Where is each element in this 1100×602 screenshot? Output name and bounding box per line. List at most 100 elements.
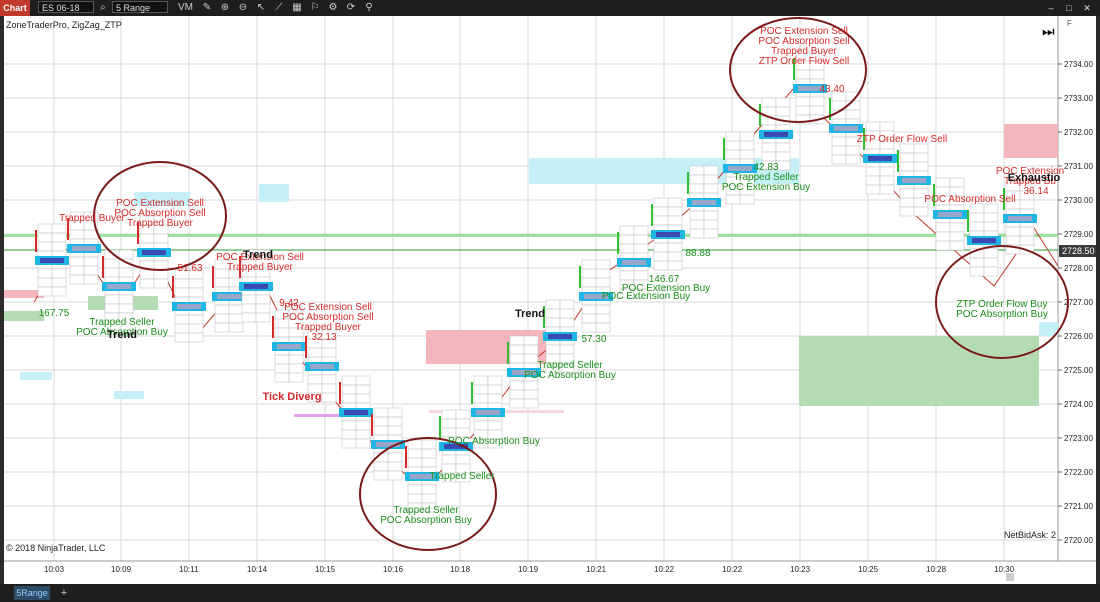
footprint-bar[interactable]	[967, 203, 1001, 277]
footprint-bar[interactable]	[305, 329, 339, 403]
signal-annotation-a3: POC Extension Sell	[216, 252, 304, 263]
chart-panel[interactable]: 2734.00 2733.00 2732.00 2731.00 2730.00 2729.…	[4, 16, 1096, 584]
refresh-icon[interactable]: ⟳	[346, 2, 356, 13]
zoom-in-icon[interactable]: ⊕	[220, 2, 230, 13]
highlight-circle	[93, 161, 227, 271]
signal-annotation-a6: ZTP Order Flow Sell	[857, 134, 947, 145]
title-bar: Chart ES 06-18 ⌕ 5 Range V... VM ✎ ⊕ ⊖ ↖…	[0, 0, 1100, 25]
signal-annotation-g9: ZTP Order Flow Buy	[957, 299, 1048, 310]
signal-annotation-g4: POC Absorption Buy	[448, 436, 540, 447]
footprint-bar[interactable]	[863, 121, 897, 195]
signal-annotation-a1: Trapped Buyer	[127, 218, 193, 229]
footprint-bar[interactable]	[102, 249, 136, 323]
footprint-bar[interactable]	[933, 177, 967, 251]
zoom-out-icon[interactable]: ⊖	[238, 2, 248, 13]
signal-annotation-g8: Trapped Seller	[733, 172, 799, 183]
signal-annotation-g1: Trapped Seller	[89, 317, 155, 328]
footprint-bar[interactable]	[405, 439, 439, 513]
search-icon[interactable]: ⌕	[100, 2, 106, 13]
minimize-icon[interactable]: –	[1048, 3, 1054, 13]
price-tick-label: 2730.00	[1064, 196, 1093, 205]
copyright-text: © 2018 NinjaTrader, LLC	[6, 543, 106, 553]
signal-annotation-a5: POC Extension Sell	[760, 26, 848, 37]
price-tick-label: 2725.00	[1064, 366, 1093, 375]
scrollbar-thumb[interactable]	[1006, 573, 1014, 581]
tab-5range[interactable]: 5Range	[14, 586, 50, 600]
footprint-bar[interactable]	[137, 215, 171, 289]
footprint-bar[interactable]	[371, 407, 405, 481]
time-tick-label: 10:22	[722, 565, 743, 574]
footprint-bar[interactable]	[67, 211, 101, 285]
pattern-label-exhaustion: Exhaustio	[1008, 172, 1061, 184]
signal-annotation-g3: POC Absorption Buy	[380, 515, 472, 526]
footprint-bar[interactable]	[543, 299, 577, 373]
instrument-selector[interactable]: ES 06-18	[38, 1, 94, 13]
signal-annotation-a5: ZTP Order Flow Sell	[759, 56, 849, 67]
data-box-icon[interactable]: ▦	[292, 2, 302, 13]
drawing-tool-icon[interactable]: ⟋	[275, 2, 283, 13]
signal-value-n7: 88.88	[685, 248, 710, 259]
signal-annotation-a4: POC Extension Sell	[284, 302, 372, 313]
footprint-bar[interactable]	[507, 335, 541, 409]
signal-annotation-a3: Trapped Buyer	[227, 262, 293, 273]
chart-canvas[interactable]: 2734.00 2733.00 2732.00 2731.00 2730.00 2729.…	[4, 16, 1096, 584]
footprint-bar[interactable]	[651, 197, 685, 271]
signal-annotation-g9: POC Absorption Buy	[956, 309, 1048, 320]
footprint-bar[interactable]	[687, 165, 721, 239]
netbidask-label: NetBidAsk: 2	[1004, 530, 1057, 540]
price-tick-label: 2722.00	[1064, 468, 1093, 477]
highlight-circle	[359, 437, 497, 551]
pattern-label-trend2: Trend	[107, 329, 137, 341]
footprint-bar[interactable]	[272, 309, 306, 383]
footprint-bar[interactable]	[829, 91, 863, 165]
strategy-icon[interactable]: ⚐	[310, 2, 320, 13]
signal-annotation-g1: POC Absorption Buy	[76, 327, 168, 338]
attach-icon[interactable]: ⚲	[365, 2, 373, 13]
footprint-bar[interactable]	[579, 259, 613, 333]
signal-annotation-a5: Trapped Buyer	[771, 46, 837, 57]
time-tick-label: 10:21	[586, 565, 607, 574]
time-tick-label: 10:18	[450, 565, 471, 574]
price-tick-label: 2734.00	[1064, 60, 1093, 69]
footprint-bar[interactable]	[339, 375, 373, 449]
add-tab-button[interactable]: +	[60, 587, 68, 599]
footprint-bar[interactable]	[439, 409, 473, 483]
footprint-bar[interactable]	[793, 51, 827, 125]
footprint-bar[interactable]	[617, 225, 651, 299]
signal-value-n1: 167.75	[39, 308, 70, 319]
footprint-bar[interactable]	[759, 97, 793, 171]
footprint-bar[interactable]	[172, 269, 206, 343]
pencil-icon[interactable]: ✎	[202, 2, 212, 13]
f-icon: F	[1067, 19, 1072, 28]
signal-value-n5: 57.30	[581, 334, 606, 345]
signal-annotation-g2: Trapped Seller	[429, 471, 495, 482]
footprint-bar[interactable]	[723, 131, 757, 205]
pattern-label-trend3: Trend	[515, 308, 545, 320]
chart-tab[interactable]: Chart	[0, 0, 30, 16]
price-tick-label: 2724.00	[1064, 400, 1093, 409]
signal-annotation-g8: POC Extension Buy	[722, 182, 810, 193]
footprint-bar[interactable]	[35, 223, 69, 297]
signal-annotation-g5: POC Absorption Buy	[524, 370, 616, 381]
close-icon[interactable]: ✕	[1083, 3, 1091, 13]
signal-annotation-a8: POC Extension	[996, 166, 1064, 177]
price-tick-label: 2732.00	[1064, 128, 1093, 137]
maximize-icon[interactable]: □	[1066, 3, 1072, 13]
footprint-bar[interactable]	[239, 249, 273, 323]
footprint-bar[interactable]	[212, 259, 246, 333]
signal-annotation-a1: POC Absorption Sell	[114, 208, 205, 219]
price-tick-label: 2721.00	[1064, 502, 1093, 511]
cursor-icon[interactable]: ↖	[256, 2, 266, 13]
price-tick-label: 2720.00	[1064, 536, 1093, 545]
time-tick-label: 10:22	[654, 565, 675, 574]
bar-type-selector[interactable]: 5 Range V...	[112, 1, 168, 25]
vm-button[interactable]: VM	[178, 2, 193, 13]
signal-value-n8: 42.83	[753, 162, 778, 173]
footprint-bar[interactable]	[897, 143, 931, 217]
properties-icon[interactable]: ⚙	[328, 2, 338, 13]
price-tick-label: 2733.00	[1064, 94, 1093, 103]
footprint-bar[interactable]	[471, 375, 505, 449]
bar-end-icon[interactable]: ⏭	[1042, 23, 1055, 39]
time-tick-label: 10:28	[926, 565, 947, 574]
signal-annotation-g7: POC Extension Buy	[622, 283, 710, 294]
